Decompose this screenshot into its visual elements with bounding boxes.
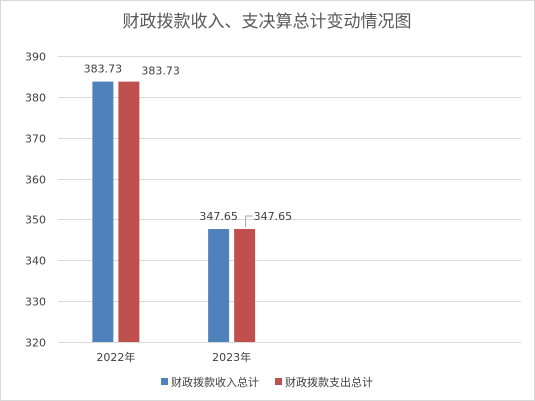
legend-label: 财政拨款支出总计	[285, 375, 373, 389]
bar-expense	[234, 229, 256, 342]
legend-label: 财政拨款收入总计	[171, 375, 259, 389]
bars	[92, 81, 256, 342]
y-tick-label: 320	[25, 337, 46, 350]
chart-title: 财政拨款收入、支决算总计变动情况图	[123, 12, 412, 32]
bar-expense	[118, 81, 140, 342]
y-tick-label: 370	[25, 133, 46, 146]
legend-swatch	[161, 378, 168, 385]
data-label: 347.65	[254, 210, 293, 223]
legend-swatch	[275, 378, 282, 385]
y-tick-label: 330	[25, 296, 46, 309]
bar-income	[208, 229, 230, 342]
data-label: 383.73	[141, 65, 180, 78]
x-axis-categories: 2022年 2023年	[96, 350, 251, 364]
y-tick-label: 380	[25, 92, 46, 105]
y-tick-label: 340	[25, 255, 46, 268]
legend: 财政拨款收入总计 财政拨款支出总计	[161, 375, 373, 389]
y-tick-label: 360	[25, 174, 46, 187]
data-label: 347.65	[199, 210, 238, 223]
x-category-label: 2022年	[96, 350, 135, 364]
y-tick-label: 390	[25, 51, 46, 64]
data-labels: 383.73 383.73 347.65 347.65	[84, 63, 293, 228]
y-tick-label: 350	[25, 214, 46, 227]
y-axis-ticks: 320 330 340 350 360 370 380 390	[25, 51, 46, 350]
x-category-label: 2023年	[212, 350, 251, 364]
data-label: 383.73	[84, 63, 123, 76]
bar-income	[92, 81, 114, 342]
data-label-leader-line	[245, 215, 253, 228]
